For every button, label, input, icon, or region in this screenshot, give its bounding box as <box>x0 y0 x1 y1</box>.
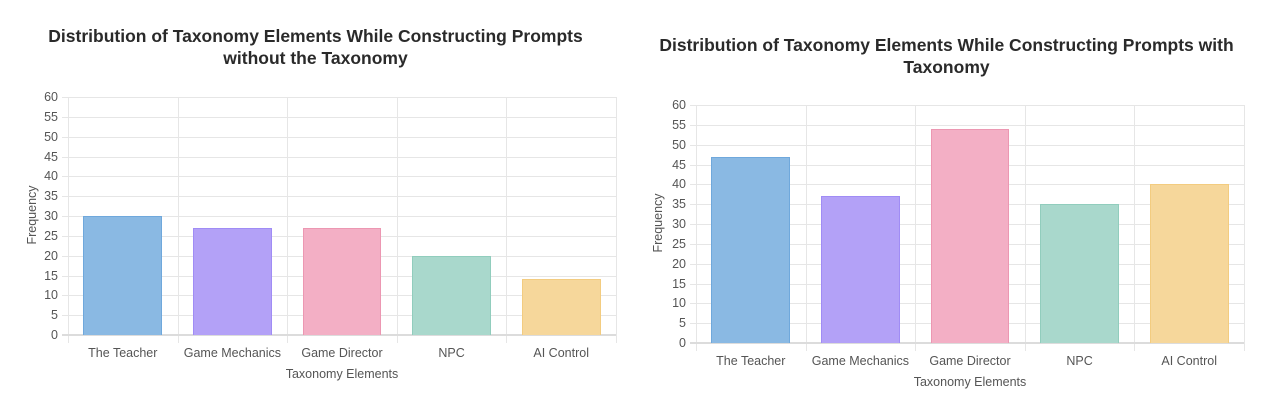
bar-game-mechanics[interactable] <box>820 196 900 343</box>
y-tick-label: 10 <box>44 288 58 303</box>
gridline-vertical <box>396 97 398 343</box>
y-tick-label: 50 <box>44 129 58 144</box>
chart-title: Distribution of Taxonomy Elements While … <box>631 34 1262 78</box>
chart-title-line-2: Taxonomy <box>903 57 990 77</box>
chart-title-line-1: Distribution of Taxonomy Elements While … <box>659 35 1234 55</box>
bar-game-director[interactable] <box>302 227 382 335</box>
bar-the-teacher[interactable] <box>83 216 163 335</box>
y-tick-label: 45 <box>44 149 58 164</box>
x-tick-label: NPC <box>1066 354 1093 368</box>
gridline-vertical <box>1134 105 1136 351</box>
gridline-vertical <box>1244 105 1245 351</box>
gridline-vertical <box>68 97 69 343</box>
bar-the-teacher[interactable] <box>711 156 791 343</box>
y-tick-label: 25 <box>44 228 58 243</box>
gridline-horizontal <box>62 176 616 178</box>
chart-title-line-2: without the Taxonomy <box>223 48 408 68</box>
gridline-vertical <box>287 97 289 343</box>
chart-title-line-1: Distribution of Taxonomy Elements While … <box>48 26 583 46</box>
y-tick-label: 30 <box>44 209 58 223</box>
y-tick-label: 5 <box>679 316 686 331</box>
bar-ai-control[interactable] <box>521 279 601 335</box>
y-tick-label: 5 <box>51 308 58 323</box>
gridline-horizontal <box>62 116 616 118</box>
y-tick-label: 45 <box>672 157 686 172</box>
chart-title: Distribution of Taxonomy Elements While … <box>0 25 631 69</box>
x-tick-label: Game Director <box>929 354 1011 368</box>
y-tick-label: 60 <box>672 98 686 112</box>
y-tick-label: 40 <box>672 177 686 192</box>
gridline-horizontal <box>62 97 616 98</box>
y-tick-label: 20 <box>672 256 686 271</box>
gridline-vertical <box>616 97 617 343</box>
gridline-vertical <box>696 105 697 351</box>
x-axis-label: Taxonomy Elements <box>913 375 1027 389</box>
y-tick-label: 15 <box>44 268 58 283</box>
y-tick-label: 50 <box>672 137 686 152</box>
x-tick-label: AI Control <box>533 346 589 360</box>
bar-game-director[interactable] <box>930 128 1010 343</box>
x-axis-line <box>690 342 1244 344</box>
gridline-horizontal <box>690 124 1244 126</box>
bar-npc[interactable] <box>412 255 492 335</box>
chart-without-taxonomy: Distribution of Taxonomy Elements While … <box>0 25 631 381</box>
x-tick-label: The Teacher <box>716 354 786 368</box>
gridline-vertical <box>506 97 508 343</box>
x-tick-label: Game Mechanics <box>183 346 282 360</box>
chart-with-taxonomy: Distribution of Taxonomy Elements While … <box>631 0 1262 403</box>
y-tick-label: 20 <box>44 248 58 263</box>
plot-area: 0 5 10 15 20 25 30 35 40 45 50 55 60 The Teacher Game … <box>44 90 617 360</box>
x-tick-label: AI Control <box>1161 354 1217 368</box>
gridline-horizontal <box>690 105 1244 106</box>
x-axis-line <box>62 334 616 336</box>
gridline-vertical <box>805 105 807 351</box>
gridline-horizontal <box>62 196 616 198</box>
bar-game-mechanics[interactable] <box>192 227 272 335</box>
gridline-horizontal <box>62 136 616 138</box>
x-tick-label: The Teacher <box>88 346 158 360</box>
y-tick-label: 0 <box>679 336 686 350</box>
y-tick-label: 55 <box>672 117 686 132</box>
x-tick-label: Game Mechanics <box>811 354 910 368</box>
bar-ai-control[interactable] <box>1149 184 1229 343</box>
y-tick-label: 0 <box>51 328 58 342</box>
gridline-horizontal <box>62 216 616 217</box>
y-tick-label: 35 <box>672 197 686 212</box>
y-tick-label: 35 <box>44 189 58 204</box>
x-tick-label: NPC <box>438 346 465 360</box>
x-axis-label: Taxonomy Elements <box>285 367 399 381</box>
gridline-horizontal <box>62 156 616 158</box>
bar-npc[interactable] <box>1040 204 1120 343</box>
plot-area: 0 5 10 15 20 25 30 35 40 45 50 55 60 The Teacher Game … <box>672 98 1245 368</box>
y-tick-label: 10 <box>672 296 686 311</box>
y-tick-label: 40 <box>44 169 58 184</box>
gridline-vertical <box>177 97 179 343</box>
gridline-vertical <box>1024 105 1026 351</box>
y-tick-label: 30 <box>672 217 686 231</box>
gridline-vertical <box>915 105 917 351</box>
y-tick-label: 60 <box>44 90 58 104</box>
y-tick-label: 15 <box>672 276 686 291</box>
y-tick-label: 55 <box>44 109 58 124</box>
y-tick-label: 25 <box>672 236 686 251</box>
x-tick-label: Game Director <box>301 346 383 360</box>
